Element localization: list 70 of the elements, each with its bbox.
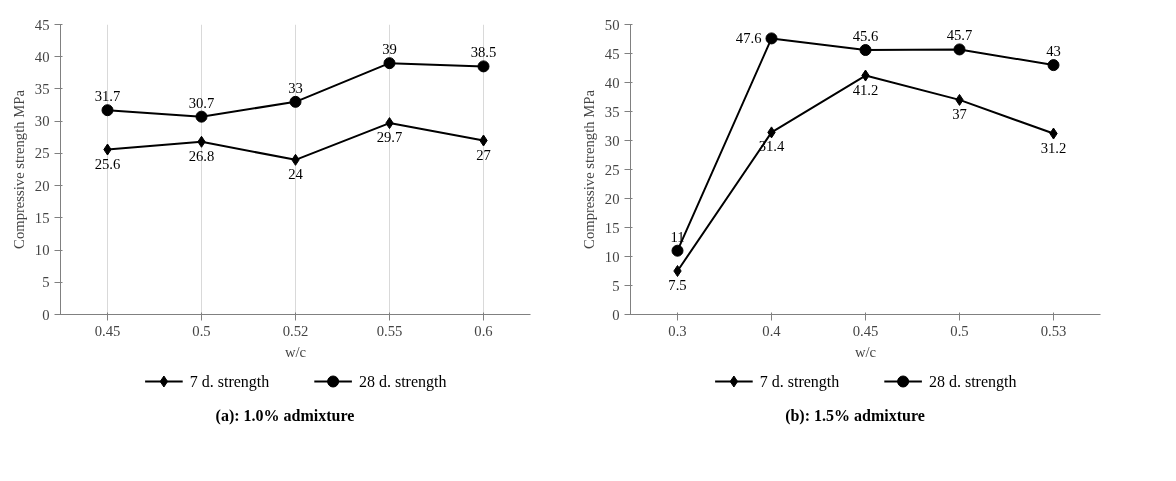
point — [953, 43, 966, 56]
x-axis-title: w/c — [854, 343, 877, 360]
point — [859, 44, 872, 57]
y-tick-label: 10 — [604, 248, 620, 265]
y-tick-label: 40 — [604, 74, 620, 91]
x-tick-label: 0.53 — [1040, 322, 1067, 339]
point — [671, 244, 684, 257]
y-tick-label: 30 — [604, 132, 620, 149]
point — [289, 95, 302, 108]
y-tick-label: 40 — [34, 48, 50, 65]
y-tick-label: 25 — [34, 145, 50, 162]
x-tick-label: 0.52 — [282, 322, 309, 339]
point — [195, 110, 208, 123]
y-tick-label: 5 — [42, 274, 50, 291]
data-label: 45.6 — [852, 28, 879, 45]
data-label: 47.6 — [735, 30, 762, 47]
point — [477, 60, 490, 73]
x-tick-label: 0.55 — [376, 322, 403, 339]
y-tick-label: 30 — [34, 113, 50, 130]
x-tick-label: 0.45 — [94, 322, 121, 339]
point — [765, 32, 778, 45]
data-label: 31.7 — [94, 88, 121, 105]
data-label: 31.2 — [1040, 139, 1067, 156]
legend-label: 7 d. strength — [759, 373, 840, 391]
data-label: 43 — [1046, 43, 1061, 60]
y-axis-title: Compressive strength MPa — [10, 89, 27, 249]
y-tick-label: 15 — [34, 209, 50, 226]
data-label: 45.7 — [946, 27, 973, 44]
legend-label: 28 d. strength — [928, 373, 1017, 391]
data-label: 41.2 — [852, 81, 879, 98]
legend-label: 7 d. strength — [189, 373, 270, 391]
x-tick-label: 0.6 — [474, 322, 493, 339]
data-label: 27 — [476, 146, 491, 163]
point — [101, 104, 114, 117]
x-tick-label: 0.45 — [852, 322, 879, 339]
x-tick-label: 0.4 — [762, 322, 782, 339]
point — [673, 265, 682, 277]
data-label: 37 — [952, 105, 967, 122]
text: (b): 1.5% admixture — [785, 406, 925, 427]
data-label: 26.8 — [188, 147, 215, 164]
y-tick-label: 20 — [34, 177, 50, 194]
y-tick-label: 25 — [604, 161, 620, 178]
x-axis-title: w/c — [284, 343, 307, 360]
data-label: 33 — [288, 79, 303, 96]
x-tick-label: 0.5 — [192, 322, 211, 339]
point — [383, 57, 396, 70]
y-tick-label: 10 — [34, 242, 50, 259]
data-label: 39 — [382, 41, 397, 58]
legend-label: 28 d. strength — [358, 373, 447, 391]
y-tick-label: 45 — [34, 16, 50, 33]
point — [1047, 59, 1060, 72]
data-label: 30.7 — [188, 94, 215, 111]
text: (a): 1.0% admixture — [215, 406, 355, 427]
y-tick-label: 0 — [612, 306, 620, 323]
y-tick-label: 50 — [604, 16, 620, 33]
data-label: 29.7 — [376, 129, 403, 146]
x-tick-label: 0.3 — [668, 322, 687, 339]
y-tick-label: 35 — [34, 80, 50, 97]
data-label: 38.5 — [470, 44, 497, 61]
data-label: 25.6 — [94, 155, 121, 172]
y-axis-title: Compressive strength MPa — [580, 89, 597, 249]
data-label: 24 — [288, 165, 304, 182]
data-label: 7.5 — [668, 277, 687, 293]
y-tick-label: 35 — [604, 103, 620, 120]
y-tick-label: 45 — [604, 45, 620, 62]
y-tick-label: 5 — [612, 277, 620, 294]
y-tick-label: 15 — [604, 219, 620, 236]
y-tick-label: 20 — [604, 190, 620, 207]
y-tick-label: 0 — [42, 306, 50, 323]
x-tick-label: 0.5 — [950, 322, 969, 339]
